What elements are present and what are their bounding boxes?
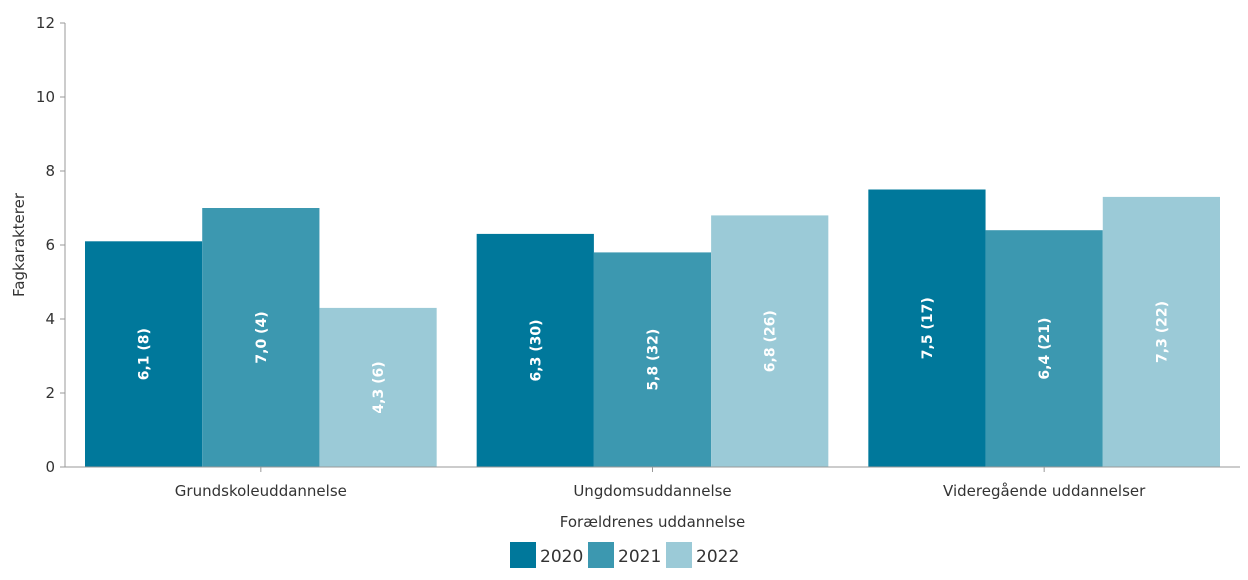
bar-2022 [711,215,829,467]
bar-2022 [319,307,437,467]
bar-value-label: 4,3 (6) [371,361,387,413]
legend-swatch-2022 [666,542,692,568]
bar-value-label: 7,0 (4) [254,311,270,363]
bar-value-label: 7,5 (17) [920,297,936,359]
y-tick-label: 0 [45,458,55,476]
bar-value-label: 6,8 (26) [763,310,779,372]
y-axis-title: Fagkarakterer [10,192,28,297]
bar-2022 [1102,196,1220,467]
bar-2020 [476,233,594,467]
y-tick-label: 4 [45,310,55,328]
legend-swatch-2020 [510,542,536,568]
x-category-label: Videregående uddannelser [943,482,1146,500]
bar-value-label: 7,3 (22) [1154,301,1170,363]
legend: 2020 2021 2022 [510,542,739,568]
x-axis: Grundskoleuddannelse Ungdomsuddannelse Vid… [65,466,1240,500]
x-category-label: Ungdomsuddannelse [573,482,731,500]
bar-value-label: 5,8 (32) [646,329,662,391]
legend-swatch-2021 [588,542,614,568]
bar-2021 [202,208,320,467]
bar-2021 [985,230,1103,467]
bar-value-label: 6,4 (21) [1037,318,1053,380]
legend-label: 2020 [540,547,583,567]
y-tick-label: 8 [45,162,55,180]
legend-label: 2022 [696,547,739,567]
y-axis: 0 2 4 6 8 10 12 [36,14,66,476]
bar-2020 [868,189,986,467]
y-tick-label: 12 [36,14,55,32]
x-axis-title: Forældrenes uddannelse [560,513,745,531]
legend-label: 2021 [618,547,661,567]
bar-2021 [593,252,712,467]
bars: 6,1 (8) 7,0 (4) 4,3 (6) 6,3 (30) 5,8 (32) 6,8… [85,189,1220,467]
bar-value-label: 6,1 (8) [137,328,153,380]
y-tick-label: 10 [36,88,55,106]
bar-value-label: 6,3 (30) [528,319,544,381]
bar-2020 [85,241,203,467]
y-tick-label: 6 [45,236,55,254]
y-tick-label: 2 [45,384,55,402]
x-category-label: Grundskoleuddannelse [175,482,347,500]
